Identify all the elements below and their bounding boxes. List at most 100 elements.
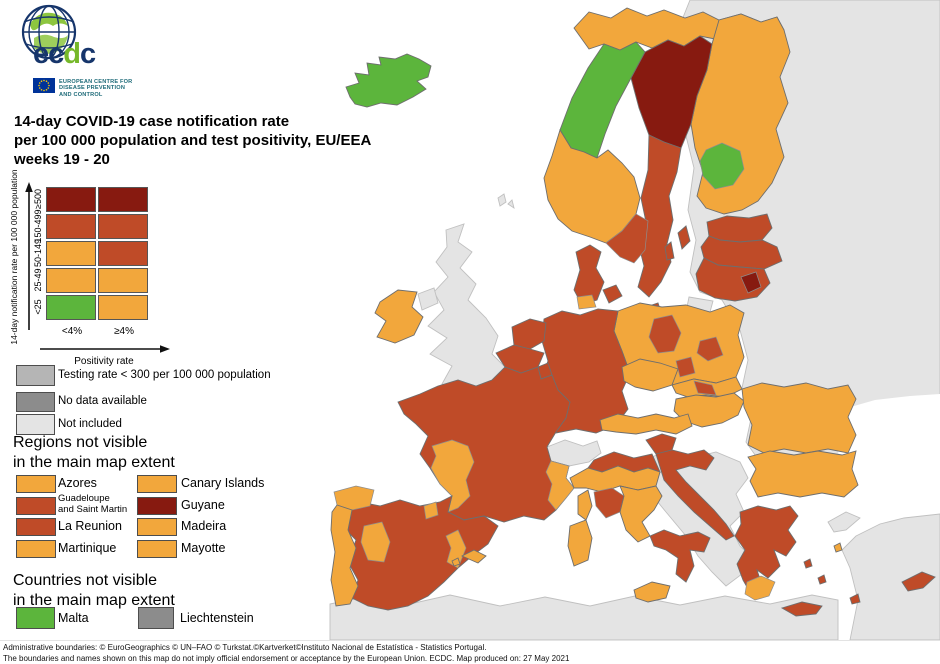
la-reunion-label: La Reunion (58, 519, 122, 533)
canary-islands-label: Canary Islands (181, 476, 265, 490)
europe-choropleth-map (329, 0, 940, 640)
map-region-oland (664, 241, 675, 261)
testing-rate-label: Testing rate < 300 per 100 000 populatio… (58, 369, 271, 381)
guadeloupe-label-line-1: Guadeloupe (58, 493, 110, 504)
map-region-romania (741, 382, 857, 454)
azores-swatch (16, 475, 56, 493)
map-region-italy-south (649, 529, 711, 583)
map-region-poland-region-1 (648, 314, 682, 354)
countries-heading-line-2: in the main map extent (13, 592, 175, 609)
malta-swatch (16, 607, 55, 629)
matrix-cell-r4c1 (46, 268, 96, 293)
matrix-row-label-4: 25-49 (33, 268, 43, 292)
map-region-sardinia (567, 519, 593, 567)
matrix-cell-r1c2 (98, 187, 148, 212)
map-region-greece (734, 505, 799, 595)
footer-line-2: The boundaries and names shown on this m… (3, 653, 570, 663)
map-region-slovakia-central (693, 380, 717, 396)
ecdc-logo: ecdc EUROPEAN CENTRE FOR DISEASE PREVENT… (0, 0, 180, 110)
map-region-ireland (374, 289, 424, 344)
regions-legend-heading: Regions not visible in the main map exte… (13, 433, 175, 473)
map-region-peloponnese (744, 575, 776, 601)
black-sea (836, 394, 940, 508)
mayotte-label: Mayotte (181, 541, 226, 555)
la-reunion-swatch (16, 518, 56, 536)
matrix-cell-r2c2 (98, 214, 148, 239)
matrix-cell-r3c2 (98, 241, 148, 266)
guadeloupe-label-line-2: and Saint Martin (58, 503, 128, 515)
map-region-corsica (577, 489, 593, 521)
footer-line-1: Administrative boundaries: © EuroGeograp… (3, 643, 487, 652)
map-region-norway-coast (559, 41, 646, 159)
map-region-sicily (633, 581, 671, 603)
not-included-label: Not included (58, 418, 122, 430)
map-region-balearic-small (451, 557, 461, 567)
map-region-italy-po-valley (569, 465, 661, 493)
wordmark-c: c (79, 38, 96, 70)
map-region-norway-south (543, 128, 641, 244)
map-region-aegean-1 (803, 558, 813, 569)
map-region-slovenia (645, 433, 677, 455)
wordmark-d: d (63, 38, 81, 70)
map-region-finland-southwest (699, 142, 745, 190)
map-region-turkey (841, 513, 940, 640)
map-region-aegean-3 (833, 542, 843, 553)
eu-flag-icon (33, 78, 55, 93)
matrix-cell-r3c1 (46, 241, 96, 266)
map-region-gotland (677, 225, 691, 250)
map-region-austria (599, 413, 693, 435)
guadeloupe-swatch (16, 497, 56, 515)
x-axis-arrow (40, 345, 170, 353)
matrix-row-label-1: ≥500 (33, 189, 43, 209)
matrix-cell-r5c2 (98, 295, 148, 320)
no-data-swatch (16, 392, 55, 412)
martinique-swatch (16, 540, 56, 558)
map-region-cyprus (901, 571, 936, 592)
map-region-netherlands (511, 318, 547, 350)
map-region-spain-east (445, 529, 467, 569)
matrix-cell-r1c1 (46, 187, 96, 212)
map-region-france-southwest (430, 439, 475, 513)
map-region-faroe-2 (507, 199, 515, 210)
map-region-tuscany (593, 487, 625, 519)
map-region-sweden-south (637, 134, 682, 298)
ecdc-globe-icon (21, 4, 77, 60)
map-region-croatia (655, 449, 735, 541)
tagline-line-3: AND CONTROL (59, 91, 103, 98)
liechtenstein-label: Liechtenstein (180, 611, 254, 625)
matrix-cell-r4c2 (98, 268, 148, 293)
map-region-denmark-islands (602, 284, 623, 304)
map-region-portugal (330, 504, 359, 607)
map-region-denmark (573, 244, 605, 306)
tagline-line-1: EUROPEAN CENTRE FOR (59, 79, 133, 85)
ecdc-tagline: EUROPEAN CENTRE FOR DISEASE PREVENTION A… (59, 79, 139, 98)
map-region-sweden-north (630, 35, 713, 149)
tagline-line-2: DISEASE PREVENTION (59, 85, 126, 92)
countries-legend-heading: Countries not visible in the main map ex… (13, 571, 175, 611)
map-region-france (397, 366, 575, 523)
wordmark-ec: ec (33, 38, 64, 70)
map-region-poland-region-2 (696, 336, 724, 362)
map-region-bulgaria (747, 450, 859, 498)
testing-rate-swatch (16, 365, 55, 386)
matrix-row-label-3: 50-149 (33, 238, 43, 268)
countries-heading-line-1: Countries not visible (13, 572, 158, 589)
map-footer: Administrative boundaries: © EuroGeograp… (0, 640, 940, 664)
map-region-italy-central (619, 485, 663, 543)
map-region-aegean-2 (817, 574, 827, 585)
azores-label: Azores (58, 476, 97, 490)
map-region-crete (780, 601, 823, 617)
malta-label: Malta (58, 611, 89, 625)
matrix-row-label-2: 150-499 (33, 209, 43, 243)
map-region-latvia (700, 235, 783, 270)
map-region-lithuania-southeast (740, 271, 762, 294)
map-region-balearic-islands (460, 549, 487, 564)
matrix-y-axis-label: 14-day notification rate per 100 000 pop… (9, 169, 19, 345)
map-region-spain-west (360, 521, 391, 563)
no-data-label: No data available (58, 395, 147, 407)
map-region-norway-southeast (605, 213, 649, 264)
martinique-label: Martinique (58, 541, 117, 555)
ecdc-wordmark: ecdc (33, 38, 96, 70)
guyane-swatch (137, 497, 177, 515)
madeira-swatch (137, 518, 177, 536)
